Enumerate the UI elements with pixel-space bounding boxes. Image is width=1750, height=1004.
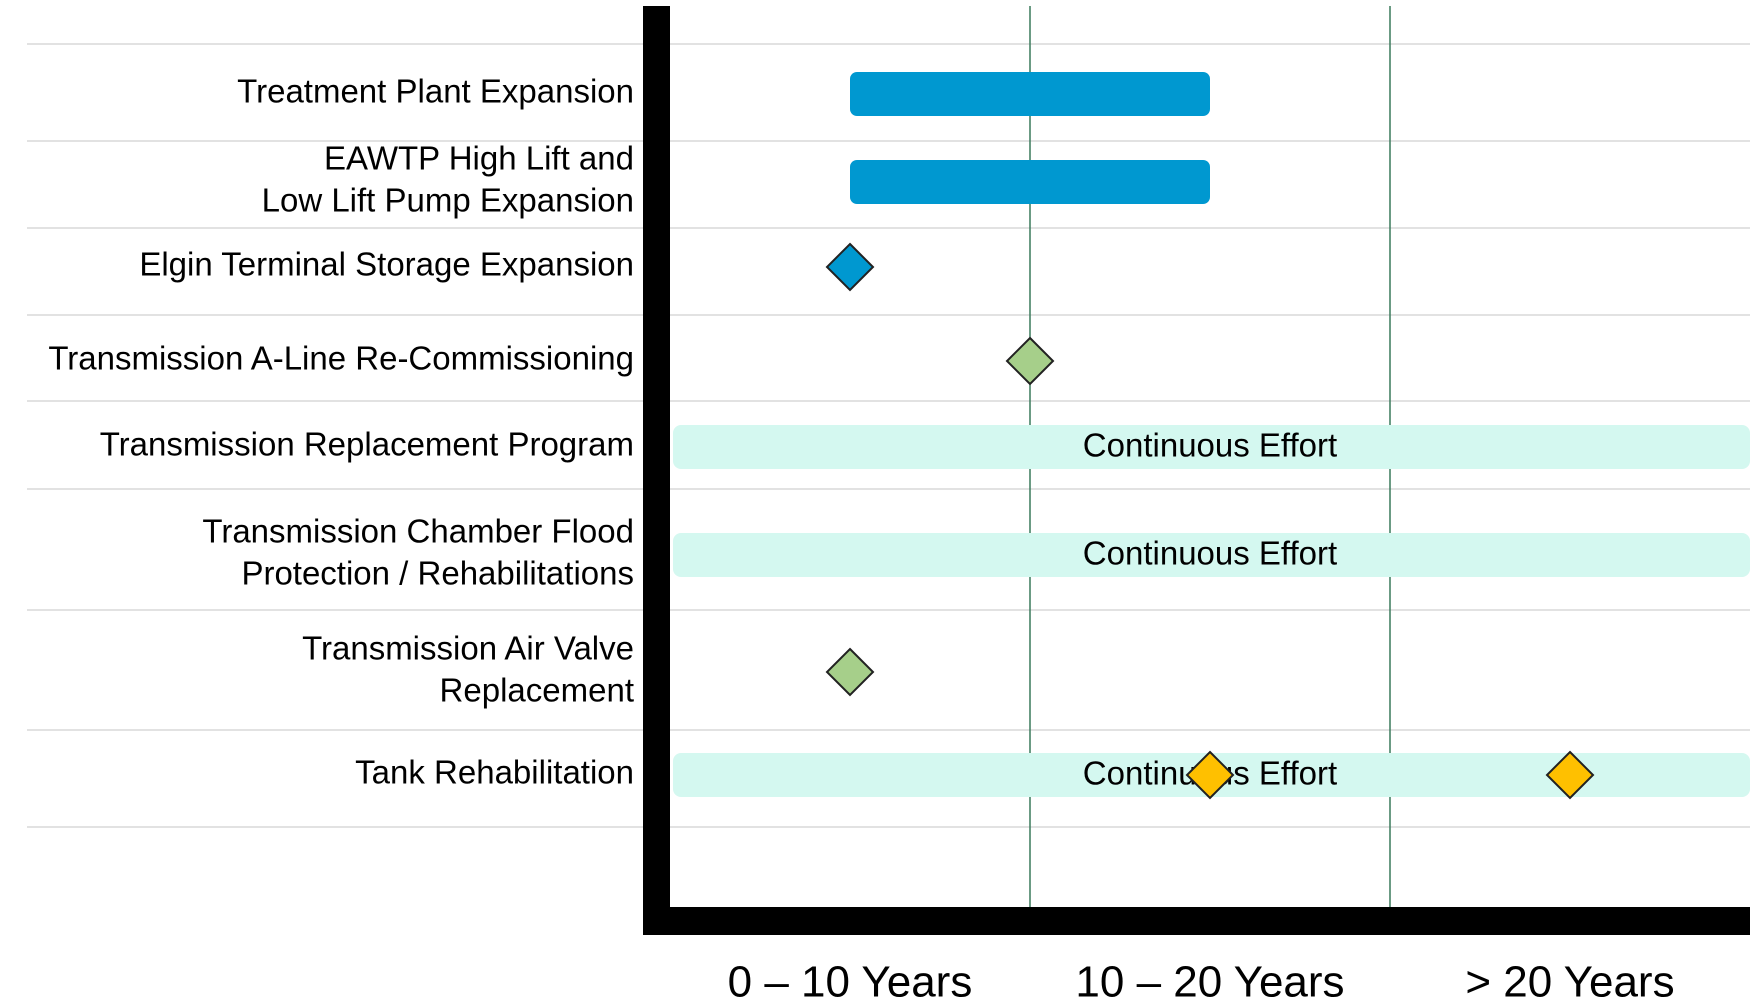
milestone (1545, 750, 1595, 800)
x-axis (643, 907, 1750, 935)
row-label: Transmission Chamber Flood (202, 513, 634, 550)
milestone (825, 242, 875, 292)
row-label: Replacement (440, 672, 634, 709)
continuous-band (673, 425, 1750, 469)
row-label: Protection / Rehabilitations (241, 555, 634, 592)
continuous-band (673, 533, 1750, 577)
continuous-label: Continuous Effort (1083, 427, 1337, 464)
row-label: Tank Rehabilitation (355, 754, 634, 791)
row-label: Transmission Replacement Program (100, 426, 634, 463)
milestone (1185, 750, 1235, 800)
bar (850, 72, 1210, 116)
milestone (1005, 336, 1055, 386)
continuous-label: Continuous Effort (1083, 535, 1337, 572)
row-label: Low Lift Pump Expansion (262, 182, 634, 219)
row-label: Transmission Air Valve (302, 630, 634, 667)
x-band-label: 0 – 10 Years (728, 958, 973, 1004)
y-axis (643, 6, 670, 935)
row-label: EAWTP High Lift and (324, 140, 634, 177)
row-label: Elgin Terminal Storage Expansion (139, 246, 634, 283)
milestone (825, 647, 875, 697)
row-label: Treatment Plant Expansion (237, 73, 634, 110)
row-label: Transmission A-Line Re-Commissioning (48, 340, 634, 377)
bar (850, 160, 1210, 204)
x-band-label: 10 – 20 Years (1075, 958, 1344, 1004)
x-band-label: > 20 Years (1465, 958, 1674, 1004)
